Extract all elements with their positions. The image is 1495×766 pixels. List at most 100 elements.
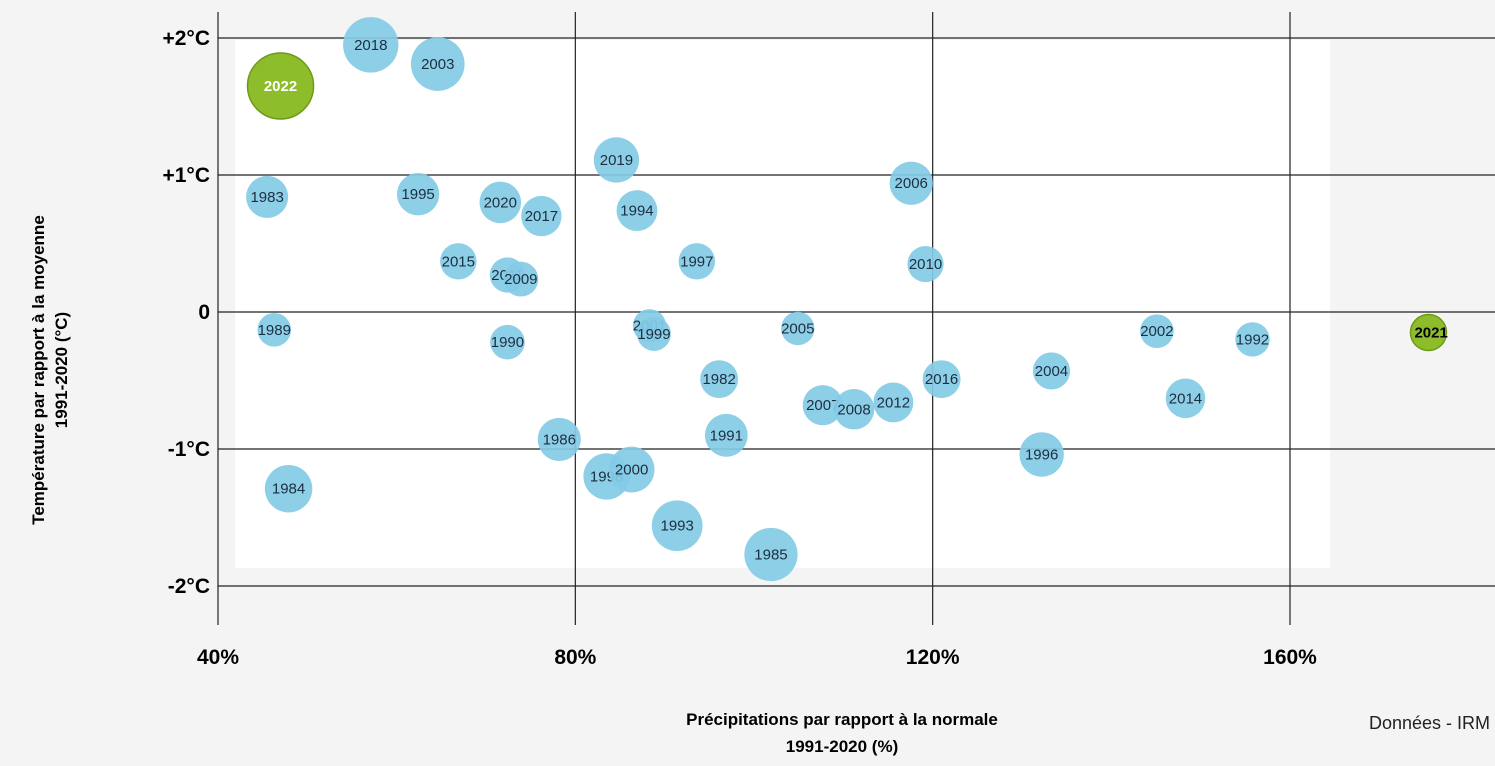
data-point-1990: 1990 <box>490 324 525 360</box>
data-point-2003: 2003 <box>410 37 465 91</box>
data-point-2020: 2020 <box>479 181 522 224</box>
data-point-2007: 2007 <box>802 385 843 426</box>
point-label: 2008 <box>837 401 870 418</box>
point-marker <box>616 190 658 232</box>
point-marker <box>593 137 640 183</box>
data-point-2010: 2010 <box>907 245 944 283</box>
point-marker <box>889 161 933 205</box>
point-marker <box>503 261 539 297</box>
point-label: 2006 <box>895 175 928 192</box>
point-label: 2003 <box>421 56 454 73</box>
x-tick-label: 80% <box>554 646 596 669</box>
point-marker <box>651 500 703 552</box>
data-point-2012: 2012 <box>873 382 914 423</box>
data-point-2019: 2019 <box>593 137 640 183</box>
point-label: 1991 <box>710 427 743 444</box>
point-marker <box>678 243 716 280</box>
point-marker <box>1165 378 1206 419</box>
point-marker <box>440 243 477 280</box>
point-marker <box>802 385 843 426</box>
point-marker <box>873 382 914 423</box>
point-label: 2014 <box>1169 390 1202 407</box>
data-point-2014: 2014 <box>1165 378 1206 419</box>
point-marker <box>396 173 440 216</box>
data-point-1996: 1996 <box>1019 432 1064 477</box>
point-marker <box>1140 314 1174 349</box>
data-point-1985: 1985 <box>744 527 798 582</box>
point-label: 1982 <box>702 371 735 388</box>
point-label: 2016 <box>925 371 958 388</box>
point-label: 2018 <box>354 37 387 54</box>
point-marker <box>744 527 798 582</box>
data-point-2005: 2005 <box>781 311 815 346</box>
point-marker <box>257 313 292 347</box>
tick-labels: +2°C +1°C 0 -1°C -2°C 40% 80% 120% 160% <box>162 27 1317 669</box>
data-point-2008: 2008 <box>833 389 875 430</box>
data-point-1991: 1991 <box>704 413 748 457</box>
data-point-1989: 1989 <box>257 313 292 347</box>
data-point-2004: 2004 <box>1032 352 1071 390</box>
point-marker <box>521 195 562 237</box>
point-label: 1994 <box>620 203 653 220</box>
y-tick-label: -2°C <box>168 575 210 598</box>
point-label: 2000 <box>615 462 648 479</box>
point-marker <box>608 446 655 493</box>
data-point-1999: 1999 <box>636 316 671 351</box>
point-label: 2020 <box>484 194 517 211</box>
x-axis-title-line1: Précipitations par rapport à la normale <box>686 710 998 729</box>
data-point-1982: 1982 <box>700 360 739 399</box>
point-label: 2002 <box>1140 323 1173 340</box>
data-point-1995: 1995 <box>396 173 440 216</box>
y-axis-title-line2: 1991-2020 (°C) <box>52 312 71 428</box>
data-point-1994: 1994 <box>616 190 658 232</box>
point-marker <box>1235 322 1270 357</box>
point-marker <box>922 360 961 399</box>
grid-layer <box>217 12 1495 625</box>
point-label: 2022 <box>264 78 297 95</box>
data-point-2002: 2002 <box>1140 314 1174 349</box>
data-point-2000: 2000 <box>608 446 655 493</box>
point-label: 1986 <box>543 431 576 448</box>
point-label: 2019 <box>600 152 633 169</box>
data-point-1983: 1983 <box>246 175 289 218</box>
data-point-1993: 1993 <box>651 500 703 552</box>
data-point-1997: 1997 <box>678 243 716 280</box>
x-tick-label: 120% <box>906 646 960 669</box>
point-label: 1983 <box>250 189 283 206</box>
point-marker <box>264 464 313 513</box>
data-point-2016: 2016 <box>922 360 961 399</box>
point-marker <box>636 316 671 351</box>
data-point-2017: 2017 <box>521 195 562 237</box>
point-label: 2009 <box>504 271 537 288</box>
y-tick-label: 0 <box>198 301 210 324</box>
y-tick-label: +2°C <box>162 27 210 50</box>
data-point-2006: 2006 <box>889 161 933 205</box>
point-label: 2012 <box>877 394 910 411</box>
data-point-2022: 2022 <box>246 52 315 120</box>
point-marker <box>833 389 875 430</box>
x-tick-label: 40% <box>197 646 239 669</box>
data-point-1992: 1992 <box>1235 322 1270 357</box>
point-marker <box>479 181 522 224</box>
point-label: 1992 <box>1236 331 1269 348</box>
point-marker <box>343 17 399 73</box>
point-label: 2015 <box>442 253 475 270</box>
point-label: 1999 <box>637 326 670 343</box>
data-point-1984: 1984 <box>264 464 313 513</box>
point-label: 2004 <box>1035 363 1068 380</box>
data-point-2009: 2009 <box>503 261 539 297</box>
point-marker <box>1019 432 1064 477</box>
point-label: 1997 <box>680 253 713 270</box>
point-marker <box>1032 352 1071 390</box>
data-point-2018: 2018 <box>343 17 399 73</box>
point-label: 1984 <box>272 481 305 498</box>
point-marker <box>490 324 525 360</box>
plot-area <box>235 40 1330 568</box>
point-marker <box>246 175 289 218</box>
points-layer: 2018 2003 2022 2019 2006 1983 1995 2020 2017 1994… <box>246 17 1448 582</box>
point-label: 2017 <box>525 208 558 225</box>
point-marker <box>781 311 815 346</box>
point-label: 1996 <box>1025 446 1058 463</box>
data-point-1986: 1986 <box>537 417 581 461</box>
